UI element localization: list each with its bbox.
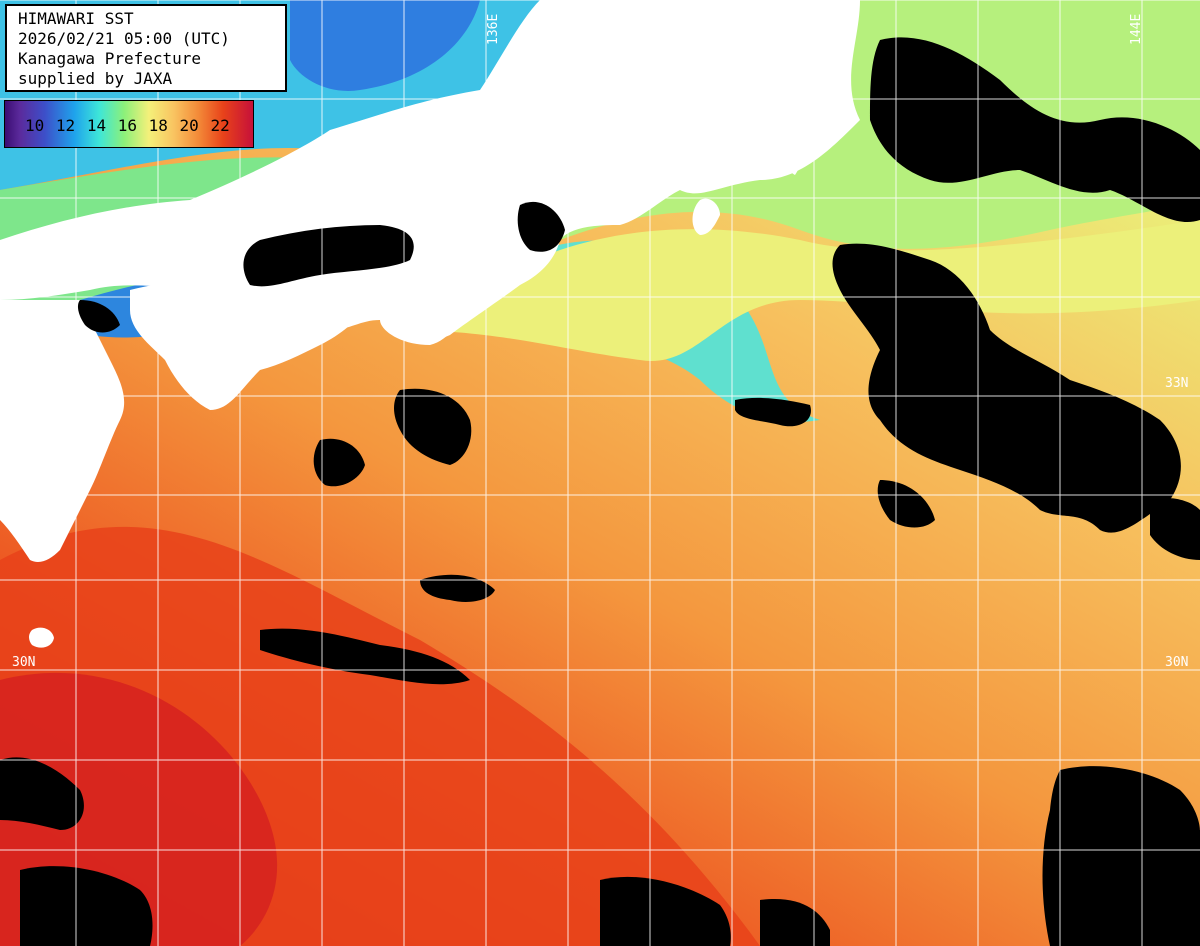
legend-value-22: 22: [210, 116, 230, 135]
land-kii-peninsula: [403, 209, 560, 339]
cloud-south-mid: [600, 876, 731, 946]
longitude-label-136e: 136E: [486, 14, 501, 45]
legend-value-10: 10: [25, 116, 45, 135]
cloud-northeast: [870, 37, 1200, 223]
cloud-southwest: [0, 757, 84, 830]
cloud-south-left: [20, 866, 153, 946]
temperature-color-legend: 10 12 14 16 18 20 22: [4, 100, 254, 148]
map-info-box: HIMAWARI SST 2026/02/21 05:00 (UTC) Kana…: [5, 4, 287, 92]
land-shikoku: [130, 275, 370, 410]
cloud-east-edge: [1150, 498, 1200, 560]
cloud-shikoku-south: [394, 388, 472, 465]
legend-value-16: 16: [117, 116, 137, 135]
legend-value-12: 12: [55, 116, 76, 135]
info-line-region: Kanagawa Prefecture: [18, 49, 202, 68]
longitude-label-144e: 144E: [1129, 14, 1144, 45]
info-line-title: HIMAWARI SST: [18, 9, 134, 28]
cloud-shikoku-south-2: [313, 438, 365, 487]
land-kyushu: [0, 300, 125, 562]
yellow-water-region: [400, 220, 1200, 361]
cloud-southeast: [1042, 766, 1200, 946]
cloud-bay-ring: [735, 397, 811, 427]
land-boso: [786, 130, 806, 175]
cloud-bungo: [77, 300, 120, 333]
legend-values: 10 12 14 16 18 20 22: [25, 116, 232, 135]
land-izu: [692, 198, 720, 235]
cloud-east-1: [832, 243, 1181, 533]
land-island-south: [29, 627, 54, 648]
latitude-label-33n-right: 33N: [1165, 376, 1188, 391]
cloud-mask-group: [0, 37, 1200, 946]
cloud-inland-sea: [243, 225, 414, 287]
land-honshu: [0, 0, 860, 345]
legend-value-20: 20: [179, 116, 199, 135]
blue-water-region-west: [290, 0, 480, 91]
cloud-mid-1: [420, 574, 495, 602]
latitude-label-30n-left: 30N: [12, 655, 35, 670]
info-line-timestamp: 2026/02/21 05:00 (UTC): [18, 29, 230, 48]
info-line-credit: supplied by JAXA: [18, 69, 173, 88]
legend-value-14: 14: [86, 116, 107, 135]
cloud-kii-channel: [517, 201, 565, 252]
latitude-label-33n-left: 33N: [10, 376, 33, 391]
cloud-east-2: [877, 480, 935, 528]
legend-value-18: 18: [148, 116, 168, 135]
cloud-south-right: [760, 899, 830, 946]
latitude-label-30n-right: 30N: [1165, 655, 1188, 670]
